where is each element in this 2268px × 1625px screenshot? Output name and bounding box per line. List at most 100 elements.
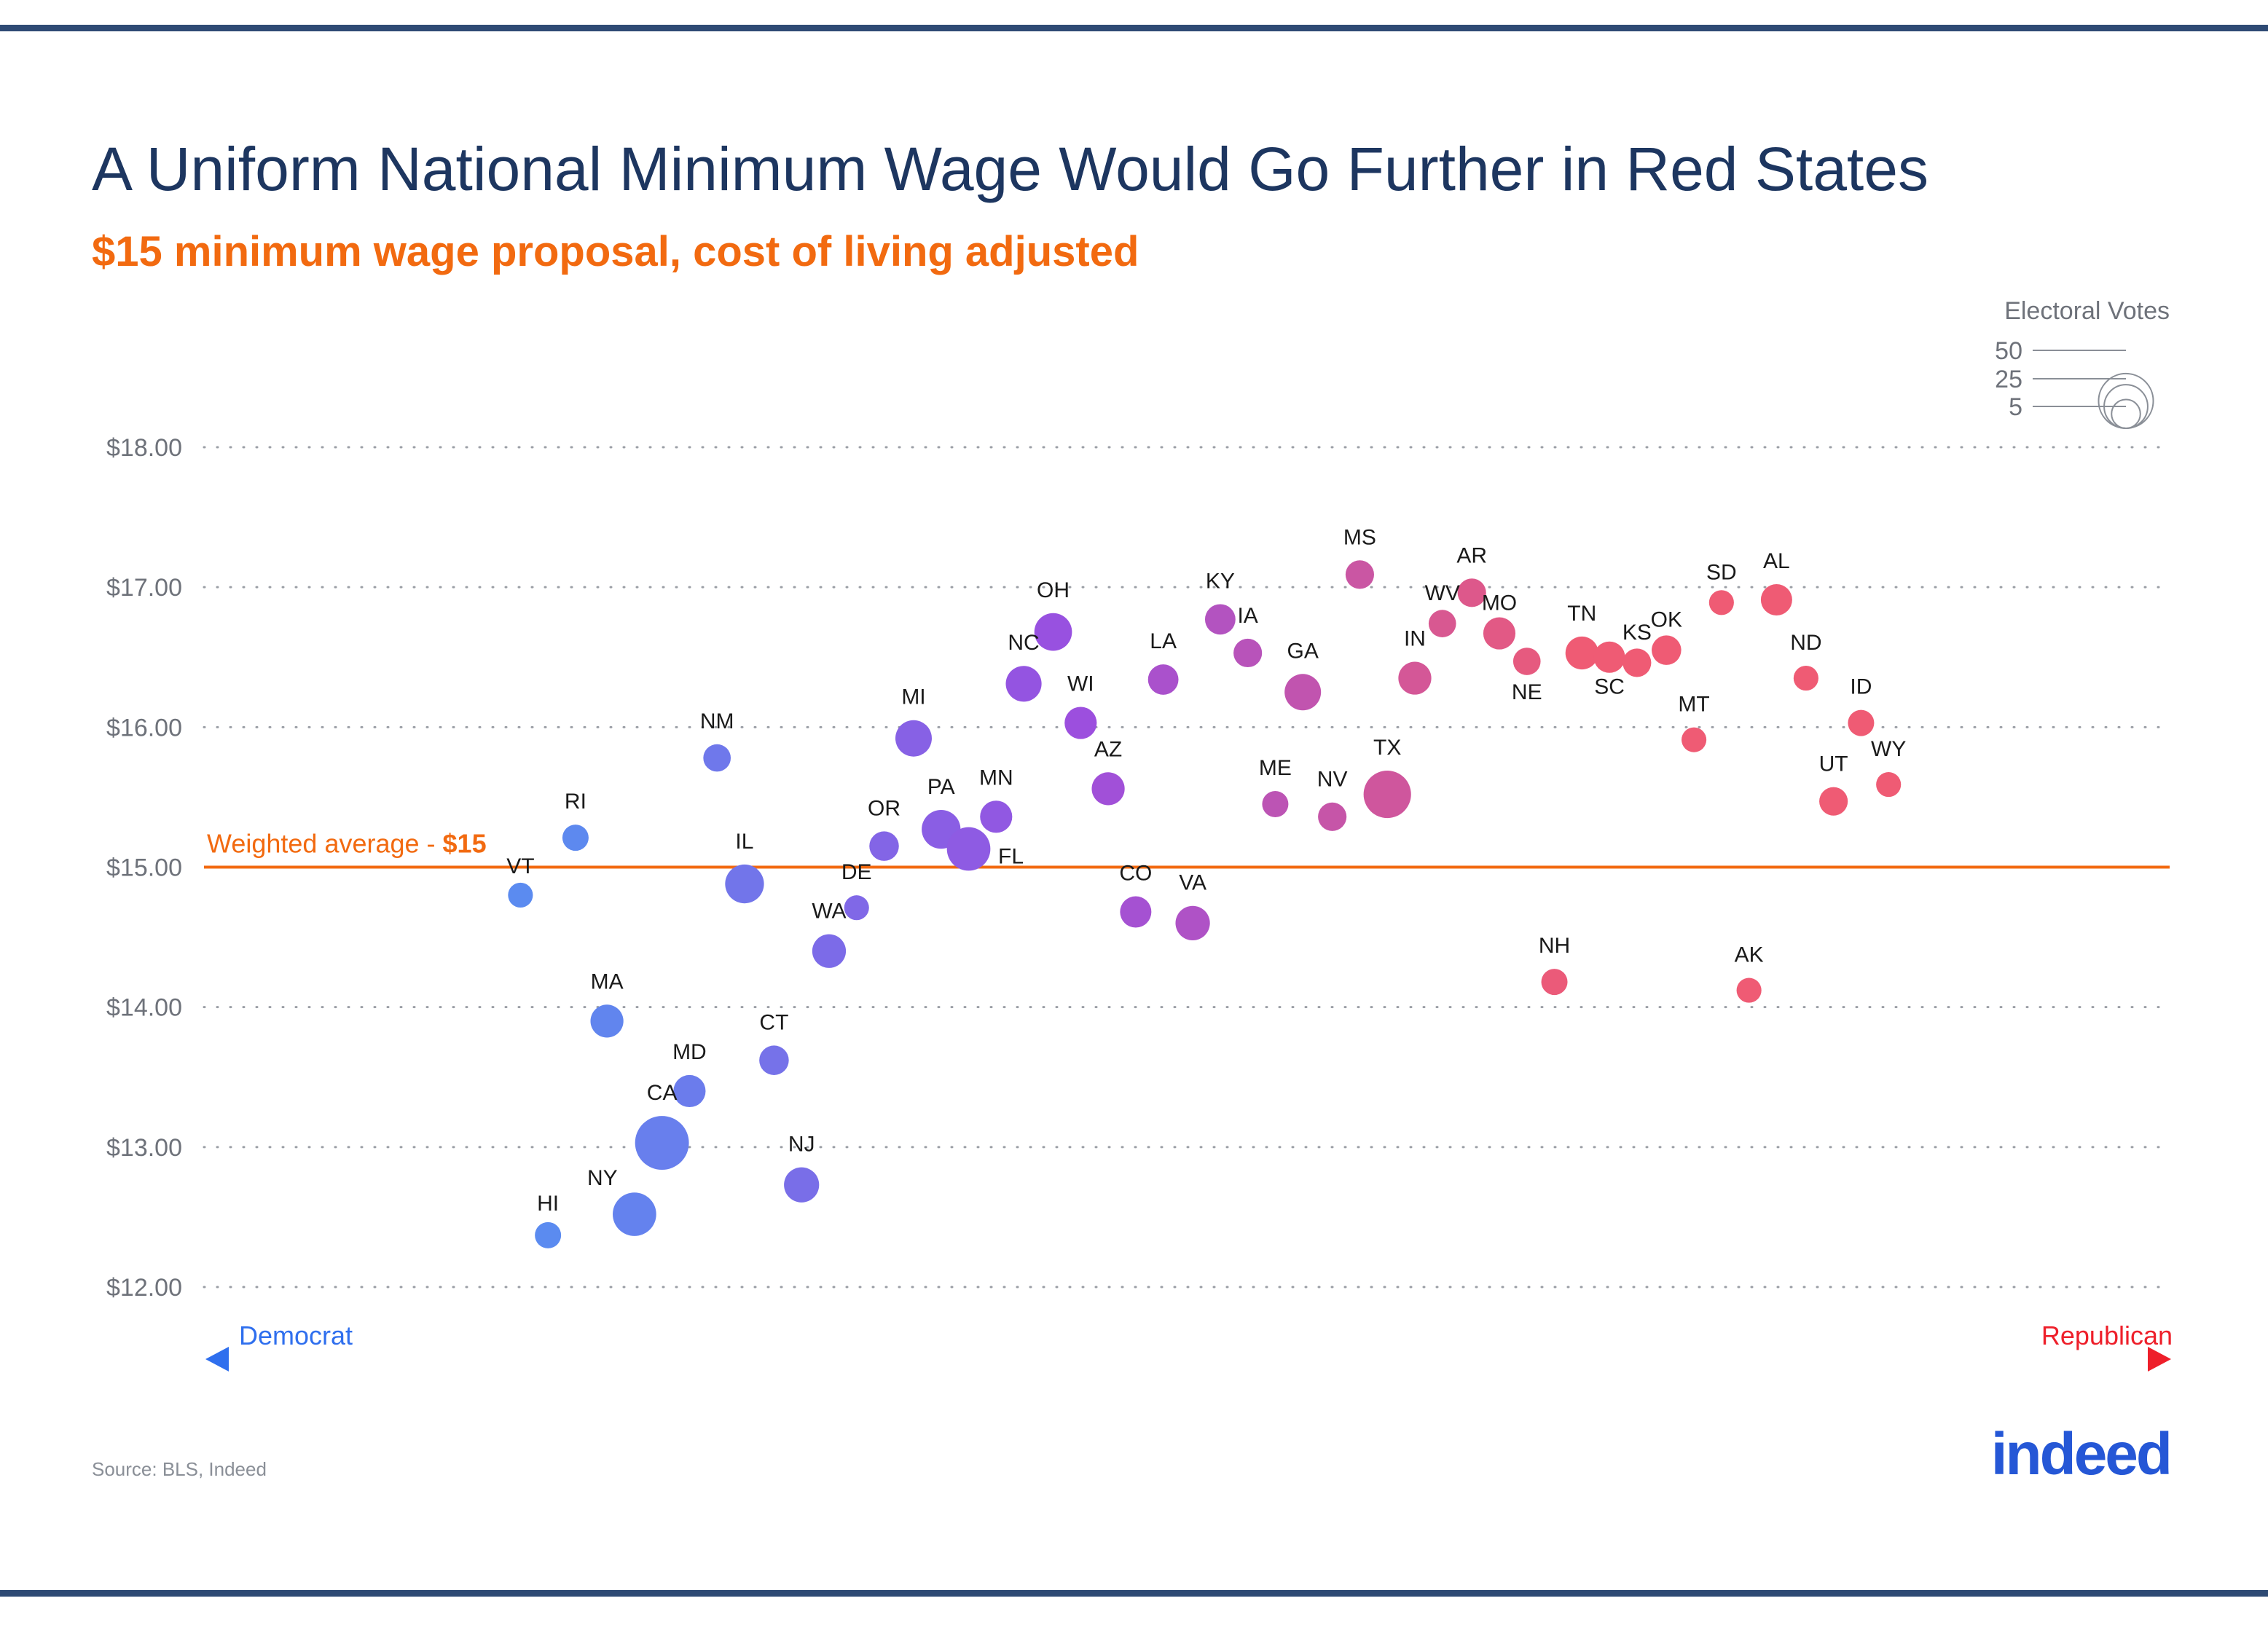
point-label-nd: ND xyxy=(1790,631,1821,655)
point-ok xyxy=(1652,635,1682,665)
point-la xyxy=(1147,664,1179,695)
point-id xyxy=(1848,709,1875,736)
chart-subtitle: $15 minimum wage proposal, cost of livin… xyxy=(92,228,1139,275)
point-wa xyxy=(812,934,847,968)
point-fl xyxy=(946,827,991,871)
point-label-co: CO xyxy=(1119,861,1152,885)
point-hi xyxy=(535,1221,562,1248)
indeed-logo[interactable]: indeed xyxy=(1990,1421,2173,1487)
point-label-ia: IA xyxy=(1237,604,1257,628)
point-label-fl: FL xyxy=(998,845,1024,869)
point-az xyxy=(1091,772,1125,806)
point-label-md: MD xyxy=(672,1040,707,1064)
point-ut xyxy=(1819,787,1848,816)
point-in xyxy=(1398,661,1432,695)
weighted-average-value: $15 xyxy=(443,829,487,859)
point-il xyxy=(725,864,764,904)
point-ky xyxy=(1204,604,1236,635)
point-wy xyxy=(1876,772,1902,798)
point-label-az: AZ xyxy=(1094,737,1122,761)
point-ne xyxy=(1512,648,1541,675)
point-label-nc: NC xyxy=(1008,631,1039,655)
point-label-mt: MT xyxy=(1678,693,1709,717)
point-label-me: ME xyxy=(1259,756,1292,780)
point-de xyxy=(844,895,869,921)
y-tick-label: $15.00 xyxy=(106,854,182,882)
point-ga xyxy=(1284,674,1322,711)
point-label-wa: WA xyxy=(812,900,846,924)
point-vt xyxy=(508,882,533,908)
top-rule xyxy=(0,25,2268,31)
point-al xyxy=(1760,583,1792,615)
point-mo xyxy=(1483,617,1516,650)
point-wv xyxy=(1428,610,1456,637)
weighted-average-label-text: Weighted average - xyxy=(207,829,443,859)
point-label-ct: CT xyxy=(759,1010,788,1034)
point-label-nh: NH xyxy=(1539,934,1570,958)
point-va xyxy=(1175,905,1210,940)
point-label-wv: WV xyxy=(1425,581,1460,605)
y-tick-label: $17.00 xyxy=(106,574,182,602)
point-wi xyxy=(1064,707,1097,739)
point-mi xyxy=(895,720,932,757)
weighted-average-label: Weighted average - $15 xyxy=(207,829,487,859)
weighted-average-line: Weighted average - $15 xyxy=(204,829,2170,869)
democrat-label: Democrat xyxy=(239,1321,353,1350)
point-ny xyxy=(613,1192,656,1236)
point-ma xyxy=(590,1004,624,1038)
point-nm xyxy=(703,744,731,772)
point-label-in: IN xyxy=(1404,626,1426,650)
point-co xyxy=(1120,896,1152,928)
point-label-sd: SD xyxy=(1706,560,1737,584)
point-tx xyxy=(1363,770,1411,819)
size-legend-circle-50 xyxy=(2098,372,2154,429)
point-mt xyxy=(1682,727,1707,752)
point-label-tx: TX xyxy=(1373,736,1401,760)
point-label-tn: TN xyxy=(1567,602,1596,626)
point-ca xyxy=(635,1116,689,1170)
point-label-hi: HI xyxy=(537,1192,559,1216)
point-label-wy: WY xyxy=(1871,737,1906,761)
point-label-ar: AR xyxy=(1456,543,1487,567)
point-label-mn: MN xyxy=(979,766,1013,790)
party-axis: Democrat Republican xyxy=(205,1321,2173,1372)
point-ks xyxy=(1622,648,1652,677)
y-tick-label: $13.00 xyxy=(106,1134,182,1162)
left-arrow-icon xyxy=(205,1347,229,1372)
point-nc xyxy=(1005,666,1042,702)
point-nd xyxy=(1793,666,1818,691)
point-label-al: AL xyxy=(1763,549,1790,573)
point-me xyxy=(1262,791,1289,818)
point-md xyxy=(673,1074,706,1108)
point-label-ga: GA xyxy=(1287,639,1319,663)
point-label-wi: WI xyxy=(1067,672,1094,696)
point-ri xyxy=(562,825,589,851)
point-sc xyxy=(1593,641,1625,673)
point-label-nj: NJ xyxy=(788,1133,815,1157)
chart-title: A Uniform National Minimum Wage Would Go… xyxy=(92,135,1928,203)
point-label-ut: UT xyxy=(1819,752,1848,776)
point-label-id: ID xyxy=(1850,675,1872,699)
size-legend-title: Electoral Votes xyxy=(2004,297,2170,325)
y-tick-label: $16.00 xyxy=(106,714,182,741)
point-label-ms: MS xyxy=(1343,525,1376,549)
point-label-va: VA xyxy=(1179,871,1206,895)
point-nv xyxy=(1318,802,1347,831)
point-nh xyxy=(1541,969,1568,996)
point-label-ny: NY xyxy=(587,1166,618,1190)
point-tn xyxy=(1565,636,1598,670)
point-label-pa: PA xyxy=(927,775,955,799)
point-label-oh: OH xyxy=(1037,578,1070,602)
point-ak xyxy=(1736,977,1762,1003)
point-labels: VT HI RI MA NY CA MD NM IL CT NJ WA DE OR MI PA FL MN NC OH… xyxy=(506,525,1906,1216)
size-legend-value: 25 xyxy=(1995,366,2022,393)
point-label-or: OR xyxy=(868,796,900,820)
data-points xyxy=(508,560,1902,1248)
point-label-nm: NM xyxy=(700,709,734,733)
point-ar xyxy=(1457,578,1486,607)
point-sd xyxy=(1708,590,1734,615)
republican-label: Republican xyxy=(2041,1321,2173,1350)
grid-lines xyxy=(203,446,2171,1288)
